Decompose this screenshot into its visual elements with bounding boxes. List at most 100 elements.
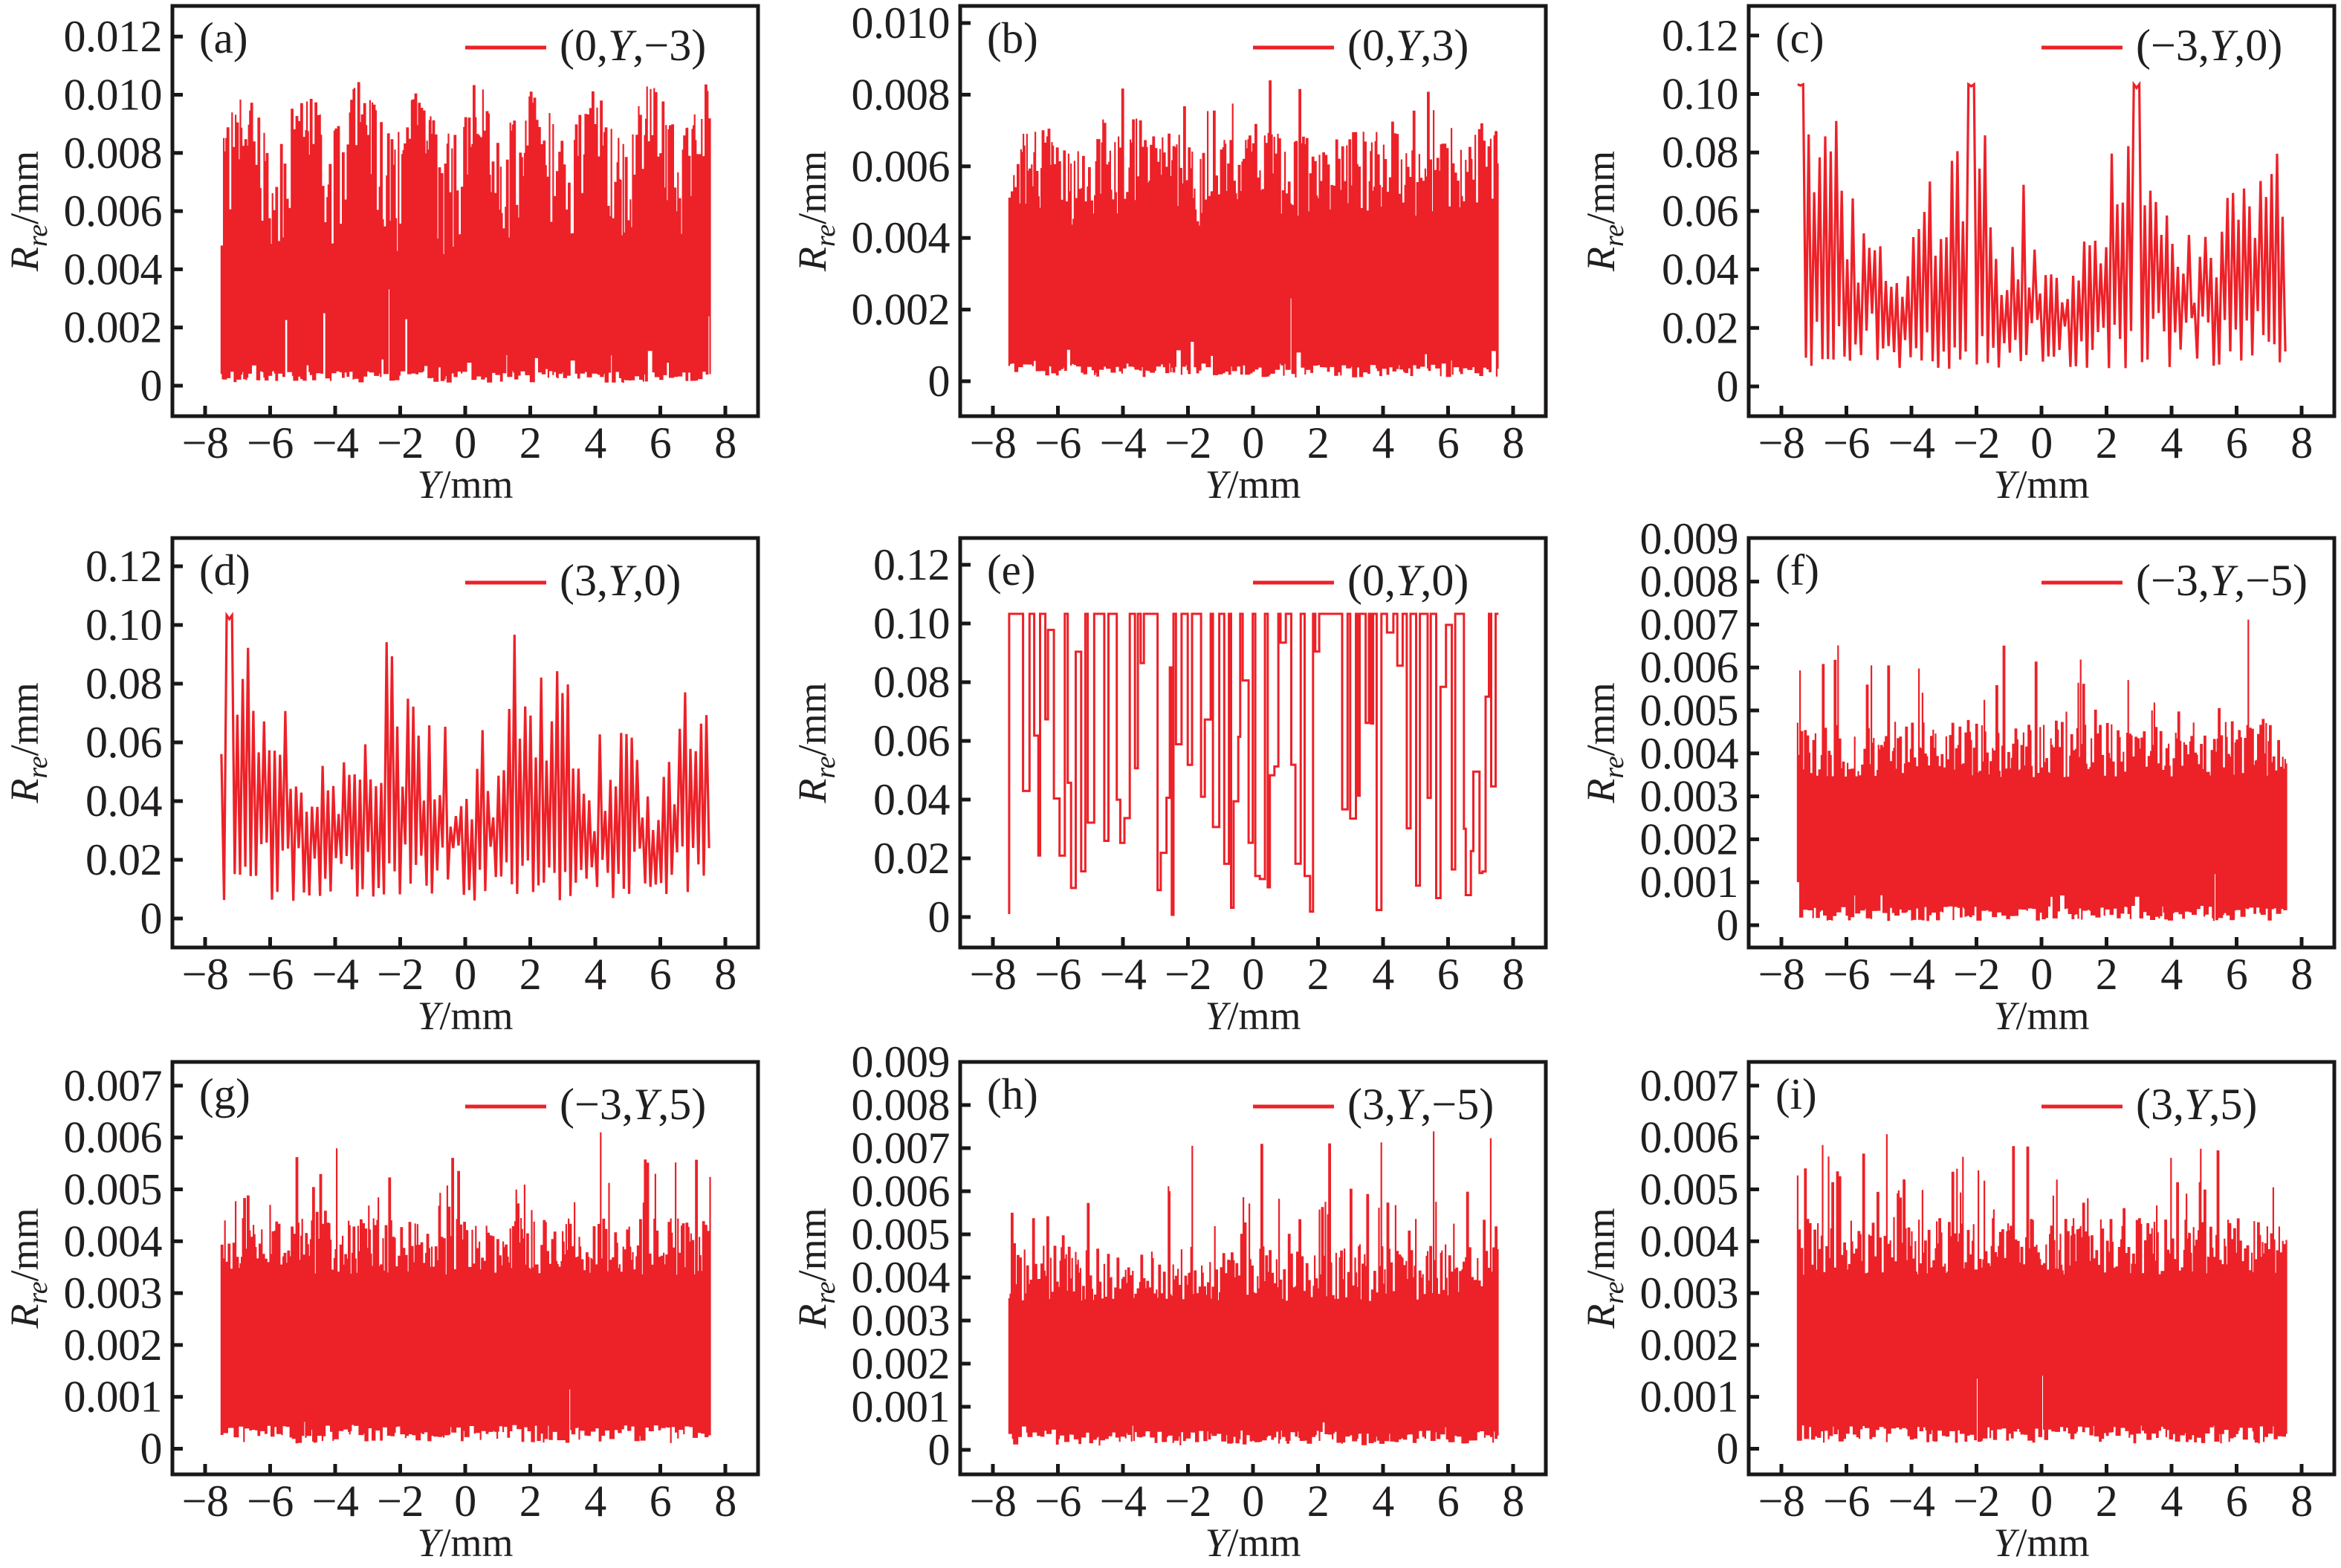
svg-text:Rre/mm: Rre/mm [2, 682, 54, 803]
svg-text:(i): (i) [1775, 1069, 1817, 1118]
svg-text:4: 4 [1372, 1477, 1394, 1526]
svg-text:(d): (d) [199, 545, 250, 595]
svg-text:6: 6 [1437, 418, 1460, 467]
svg-text:Y/mm: Y/mm [1993, 1520, 2089, 1565]
svg-text:0.008: 0.008 [852, 1081, 951, 1130]
svg-text:Rre/mm: Rre/mm [1579, 1208, 1630, 1329]
svg-text:0.006: 0.006 [64, 1113, 163, 1162]
svg-text:0.006: 0.006 [852, 1167, 951, 1216]
svg-text:Rre/mm: Rre/mm [790, 682, 841, 803]
svg-text:0.001: 0.001 [852, 1382, 951, 1431]
svg-text:0.04: 0.04 [1662, 245, 1739, 294]
svg-text:−2: −2 [1165, 1477, 1211, 1526]
svg-text:−2: −2 [1953, 418, 2000, 467]
svg-text:4: 4 [2160, 1477, 2183, 1526]
svg-text:0.06: 0.06 [873, 716, 950, 765]
svg-text:8: 8 [714, 418, 736, 467]
svg-text:−6: −6 [1034, 418, 1081, 467]
svg-text:(0,Y,3): (0,Y,3) [1347, 21, 1469, 70]
svg-text:0.006: 0.006 [852, 142, 951, 191]
svg-text:−6: −6 [1823, 1477, 1870, 1526]
svg-text:0.002: 0.002 [64, 1321, 163, 1370]
svg-text:0: 0 [2030, 950, 2053, 999]
svg-text:−2: −2 [1953, 950, 2000, 999]
svg-text:0.10: 0.10 [85, 600, 162, 649]
svg-text:0: 0 [928, 892, 951, 942]
svg-text:8: 8 [1502, 418, 1524, 467]
svg-text:Y/mm: Y/mm [417, 994, 513, 1038]
svg-text:0: 0 [1717, 901, 1739, 950]
svg-text:−6: −6 [1823, 950, 1870, 999]
svg-text:0: 0 [2030, 1477, 2053, 1526]
svg-text:0.007: 0.007 [64, 1061, 163, 1110]
svg-text:0.008: 0.008 [852, 70, 951, 119]
svg-text:0.04: 0.04 [873, 775, 951, 824]
svg-text:−6: −6 [1823, 418, 1870, 467]
svg-text:0: 0 [1717, 362, 1739, 411]
svg-text:0.02: 0.02 [1662, 303, 1738, 352]
svg-text:2: 2 [519, 418, 542, 467]
svg-text:−8: −8 [1758, 418, 1805, 467]
svg-text:2: 2 [1307, 1477, 1330, 1526]
svg-text:2: 2 [2096, 418, 2118, 467]
svg-text:−4: −4 [1100, 418, 1147, 467]
svg-text:0.04: 0.04 [85, 777, 163, 826]
svg-text:8: 8 [714, 950, 736, 999]
svg-text:−6: −6 [247, 1477, 294, 1526]
svg-text:Y/mm: Y/mm [1205, 1520, 1301, 1565]
svg-text:2: 2 [1307, 418, 1330, 467]
svg-text:8: 8 [2290, 418, 2313, 467]
svg-text:0.008: 0.008 [64, 129, 163, 178]
svg-text:0.009: 0.009 [1640, 514, 1739, 563]
svg-text:Rre/mm: Rre/mm [1579, 682, 1630, 803]
svg-text:−4: −4 [312, 950, 359, 999]
svg-text:−2: −2 [377, 418, 424, 467]
svg-text:0.007: 0.007 [852, 1124, 951, 1173]
svg-text:0.002: 0.002 [64, 303, 163, 352]
svg-text:(0,Y,−3): (0,Y,−3) [560, 21, 706, 70]
svg-text:(0,Y,0): (0,Y,0) [1347, 556, 1469, 605]
svg-text:Y/mm: Y/mm [1993, 994, 2089, 1038]
svg-text:(3,Y,−5): (3,Y,−5) [1347, 1080, 1494, 1129]
svg-text:0.001: 0.001 [64, 1373, 163, 1422]
svg-text:0.005: 0.005 [1640, 686, 1739, 735]
svg-text:0.005: 0.005 [852, 1210, 951, 1259]
svg-text:0: 0 [1242, 418, 1264, 467]
svg-text:0: 0 [928, 1425, 951, 1474]
svg-text:0.12: 0.12 [85, 542, 162, 591]
svg-text:2: 2 [1307, 950, 1330, 999]
svg-text:4: 4 [584, 950, 606, 999]
svg-text:0.004: 0.004 [852, 213, 951, 262]
svg-text:0.007: 0.007 [1640, 600, 1739, 649]
svg-text:0.008: 0.008 [1640, 557, 1739, 606]
svg-text:2: 2 [2096, 1477, 2118, 1526]
svg-text:−8: −8 [970, 418, 1017, 467]
svg-text:6: 6 [1437, 1477, 1460, 1526]
svg-text:−4: −4 [1100, 950, 1147, 999]
svg-text:0: 0 [1717, 1425, 1739, 1474]
svg-text:8: 8 [714, 1477, 736, 1526]
svg-text:−4: −4 [1100, 1477, 1147, 1526]
svg-text:0.02: 0.02 [873, 834, 950, 883]
svg-text:0.005: 0.005 [1640, 1165, 1739, 1214]
svg-text:0.08: 0.08 [1662, 128, 1738, 177]
svg-text:0.003: 0.003 [1640, 1269, 1739, 1318]
svg-text:(e): (e) [987, 545, 1035, 595]
svg-text:Y/mm: Y/mm [417, 462, 513, 507]
svg-text:0.08: 0.08 [85, 659, 162, 708]
svg-text:(c): (c) [1775, 13, 1824, 62]
svg-text:0.10: 0.10 [1662, 70, 1738, 119]
svg-text:−4: −4 [1888, 950, 1935, 999]
svg-text:−8: −8 [1758, 1477, 1805, 1526]
svg-text:Y/mm: Y/mm [1993, 462, 2089, 507]
svg-text:Rre/mm: Rre/mm [790, 1208, 841, 1329]
svg-text:0.004: 0.004 [1640, 1217, 1739, 1266]
svg-text:0.12: 0.12 [873, 540, 950, 589]
svg-text:8: 8 [1502, 950, 1524, 999]
svg-text:−6: −6 [1034, 950, 1081, 999]
svg-text:−8: −8 [182, 418, 229, 467]
svg-text:4: 4 [2160, 418, 2183, 467]
svg-text:2: 2 [519, 950, 542, 999]
svg-text:6: 6 [1437, 950, 1460, 999]
svg-text:(−3,Y,5): (−3,Y,5) [560, 1080, 706, 1129]
